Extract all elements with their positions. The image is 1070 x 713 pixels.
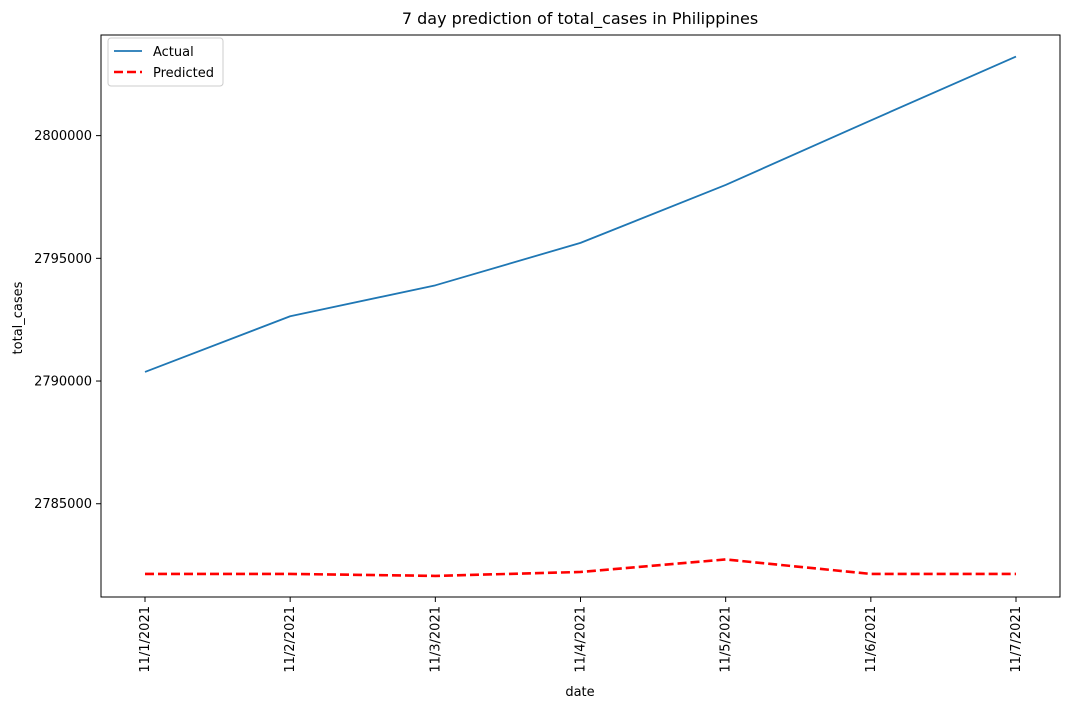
legend: Actual Predicted (108, 38, 223, 86)
x-tick-label: 11/7/2021 (1009, 606, 1024, 673)
x-tick-label: 11/4/2021 (574, 606, 589, 673)
x-tick-label: 11/5/2021 (719, 606, 734, 673)
chart-title: 7 day prediction of total_cases in Phili… (402, 9, 758, 29)
y-axis-label: total_cases (11, 281, 26, 354)
y-tick-label: 2795000 (34, 252, 92, 267)
x-tick-label: 11/2/2021 (283, 606, 298, 673)
y-tick-label: 2800000 (34, 129, 92, 144)
x-axis-label: date (565, 685, 594, 700)
x-tick-label: 11/6/2021 (864, 606, 879, 673)
legend-label-actual: Actual (153, 45, 194, 60)
x-tick-label: 11/3/2021 (428, 606, 443, 673)
x-tick-label: 11/1/2021 (138, 606, 153, 673)
y-tick-label: 2790000 (34, 375, 92, 390)
y-tick-label: 2785000 (34, 497, 92, 512)
legend-label-predicted: Predicted (153, 66, 214, 81)
